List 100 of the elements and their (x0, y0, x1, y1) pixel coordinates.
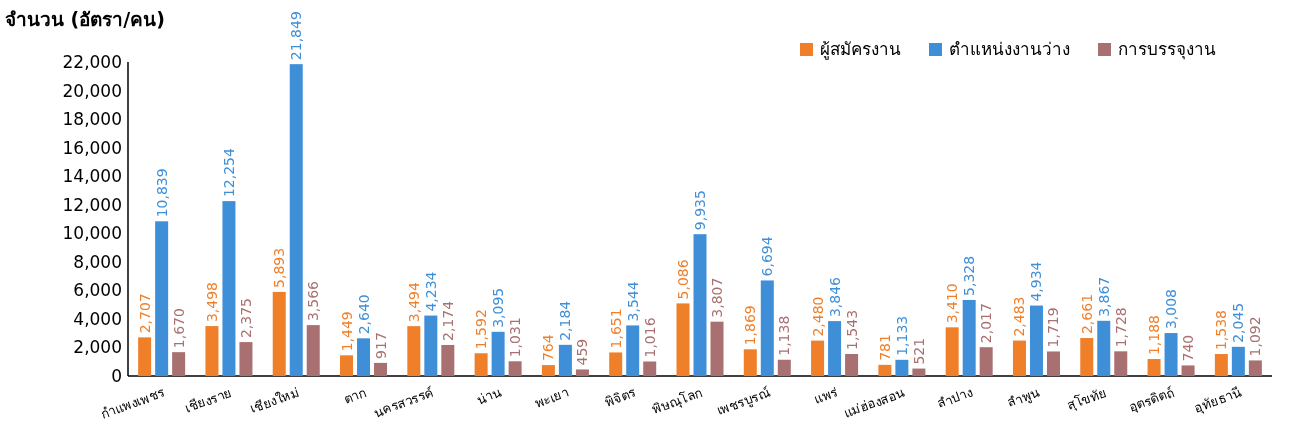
y-axis-title: จำนวน (อัตรา/คน) (5, 8, 165, 30)
y-tick-label: 20,000 (62, 80, 122, 101)
data-label: 1,188 (1146, 314, 1163, 356)
data-label: 1,869 (742, 305, 759, 346)
bar (289, 64, 303, 376)
bar (895, 359, 909, 376)
bar (710, 321, 724, 376)
y-tick-label: 18,000 (62, 109, 122, 130)
bar (643, 361, 657, 376)
data-label: 21,849 (288, 11, 305, 61)
bar (962, 299, 976, 376)
data-label: 5,086 (675, 259, 691, 300)
data-label: 764 (540, 334, 557, 362)
bar (1080, 338, 1094, 376)
bar (1231, 346, 1245, 376)
data-label: 3,846 (826, 276, 843, 318)
bar (1012, 340, 1026, 376)
data-label: 2,375 (237, 298, 254, 339)
data-label: 2,184 (557, 300, 574, 341)
bar (172, 352, 186, 376)
x-tick-label: ลำปาง (935, 384, 975, 412)
bar (508, 361, 522, 376)
data-label: 1,719 (1045, 307, 1062, 348)
bar (357, 338, 371, 376)
data-label: 1,133 (893, 315, 910, 356)
y-tick-label: 12,000 (62, 194, 122, 215)
bar (777, 359, 791, 376)
bar (1181, 365, 1195, 376)
bar (912, 368, 926, 376)
x-tick-label: พะเยา (532, 384, 571, 411)
bar (541, 365, 555, 376)
bar (845, 353, 859, 376)
data-label: 3,566 (305, 280, 322, 322)
data-label: 521 (910, 337, 927, 365)
bar (609, 352, 623, 376)
y-tick-label: 14,000 (62, 166, 122, 187)
data-label: 2,707 (136, 293, 153, 334)
data-label: 3,095 (490, 287, 507, 328)
x-tick-label: ลำพูน (1005, 384, 1042, 412)
bar (474, 353, 488, 376)
bar (491, 331, 505, 376)
bar (1147, 359, 1161, 376)
data-label: 12,254 (220, 148, 237, 198)
bar (1214, 354, 1228, 376)
data-label: 3,410 (944, 283, 961, 324)
legend-label: ตำแหน่งงานว่าง (949, 39, 1070, 59)
x-tick-label: ตาก (341, 384, 369, 407)
data-label: 1,031 (507, 317, 524, 358)
data-label: 5,328 (961, 255, 978, 296)
y-tick-label: 10,000 (62, 223, 122, 244)
bar (811, 340, 825, 376)
bar (138, 337, 152, 376)
data-label: 2,174 (439, 300, 456, 341)
bar (1114, 351, 1128, 376)
x-tick-label: น่าน (474, 384, 504, 408)
data-label: 781 (876, 334, 893, 361)
bar (272, 291, 286, 376)
bar (424, 315, 438, 376)
data-label: 917 (372, 332, 389, 359)
x-tick-label: พิจิตร (602, 384, 638, 410)
data-label: 6,694 (759, 236, 776, 277)
data-label: 2,017 (978, 303, 995, 344)
y-tick-label: 22,000 (62, 52, 122, 72)
bar (441, 344, 455, 376)
bar (743, 349, 757, 376)
y-tick-label: 6,000 (73, 280, 122, 301)
bar (205, 326, 219, 376)
data-label: 1,670 (170, 308, 187, 349)
bar (878, 364, 892, 376)
data-label: 3,008 (1163, 288, 1180, 330)
bar (374, 362, 388, 376)
bar (558, 344, 572, 376)
data-label: 2,661 (1078, 293, 1095, 335)
data-label: 1,016 (641, 317, 658, 358)
bar (306, 325, 320, 376)
bar (1248, 360, 1262, 376)
y-tick-label: 8,000 (73, 251, 122, 272)
bar (979, 347, 993, 376)
data-label: 3,544 (624, 281, 641, 322)
data-label: 4,934 (1028, 261, 1045, 302)
data-label: 740 (1180, 334, 1197, 362)
data-label: 9,935 (692, 190, 708, 231)
data-label: 4,234 (422, 271, 439, 312)
y-tick-label: 0 (111, 366, 122, 386)
data-label: 1,728 (1112, 307, 1129, 348)
data-label: 1,592 (473, 309, 490, 350)
legend-label: ผู้สมัครงาน (820, 39, 901, 60)
bar (239, 342, 253, 376)
data-label: 459 (574, 338, 591, 366)
legend-label: การบรรจุงาน (1118, 39, 1216, 60)
bar (222, 201, 236, 376)
bar (676, 303, 690, 376)
y-tick-label: 4,000 (73, 308, 122, 329)
bar (1029, 305, 1043, 376)
bar (1164, 333, 1178, 376)
bar (1046, 351, 1060, 376)
data-label: 3,494 (405, 281, 422, 323)
y-tick-label: 2,000 (73, 337, 122, 358)
x-tick-label: สุโขทัย (1065, 384, 1110, 414)
bar (407, 326, 421, 376)
